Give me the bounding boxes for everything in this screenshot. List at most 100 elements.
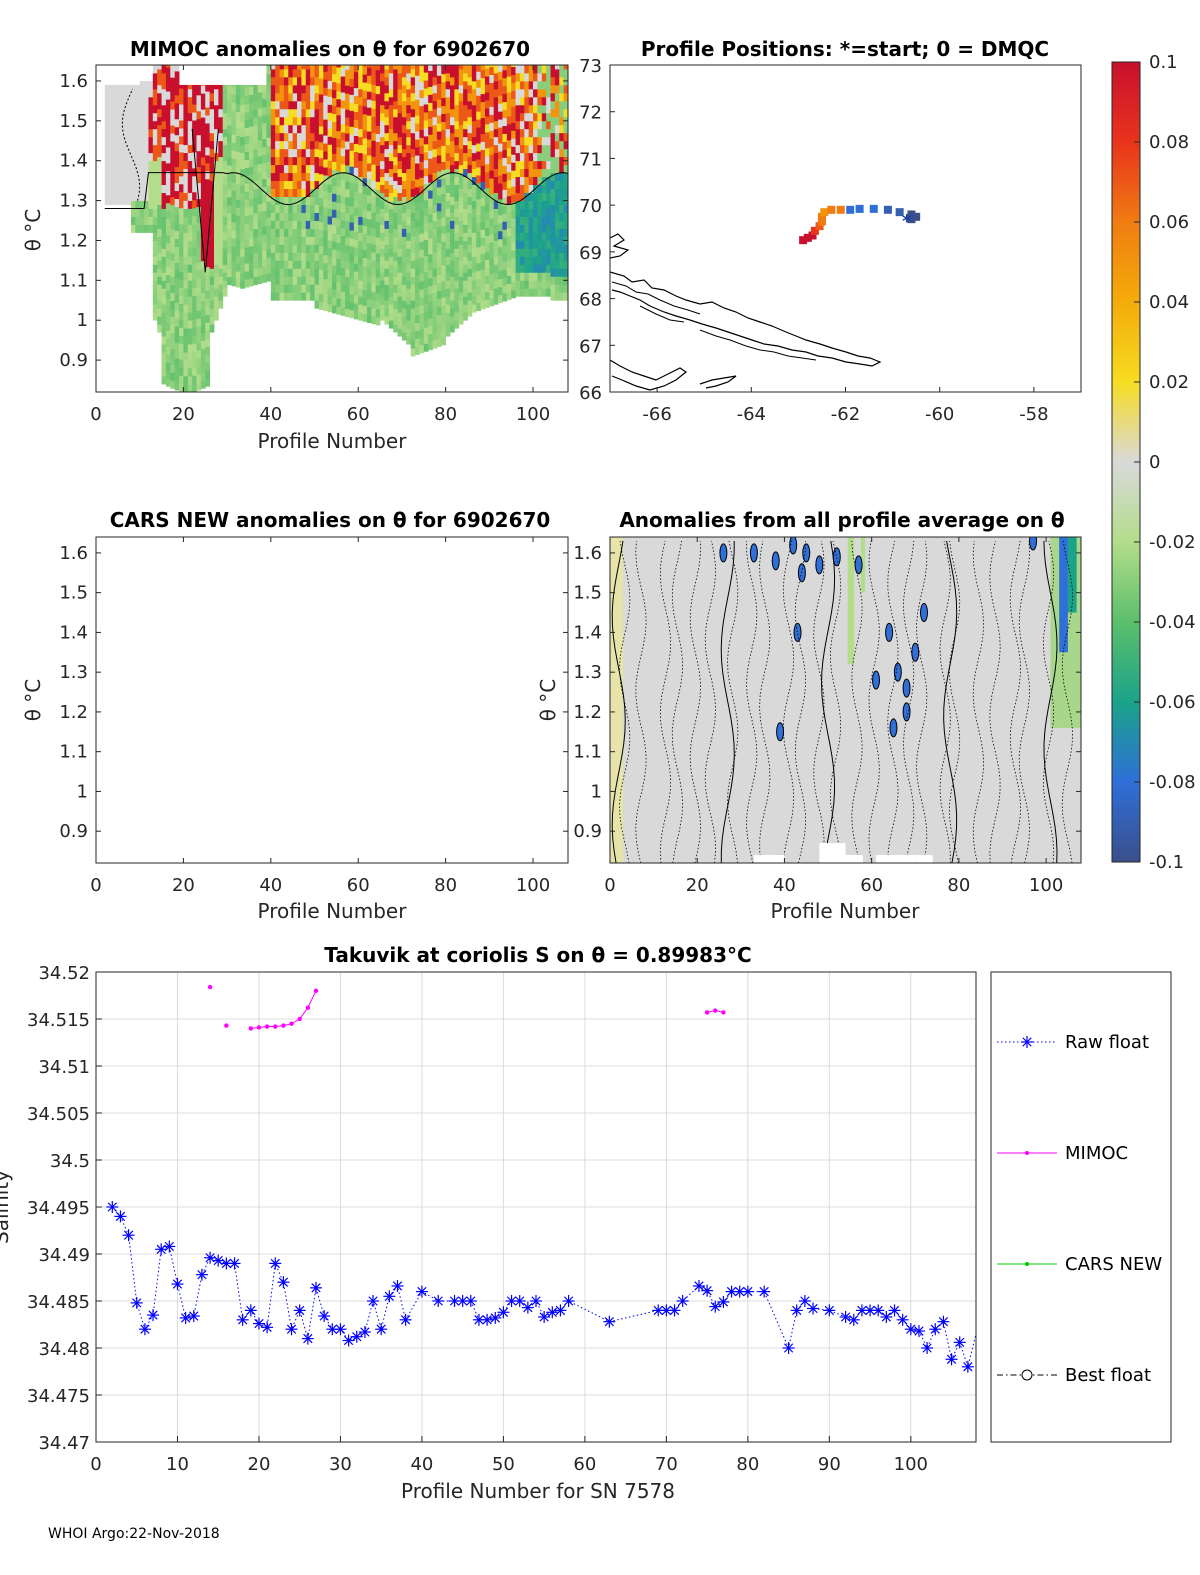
raw-float-point xyxy=(489,1311,502,1324)
heatmap-cell xyxy=(349,118,355,127)
heatmap-cell xyxy=(161,144,167,154)
heatmap-cell xyxy=(511,66,516,75)
mimoc-point xyxy=(256,1025,262,1030)
track-point xyxy=(855,204,864,213)
heatmap-cell xyxy=(266,257,272,266)
heatmap-cell xyxy=(187,184,193,193)
heatmap-cell xyxy=(423,167,429,177)
heatmap-cell xyxy=(165,266,171,276)
heatmap-cell xyxy=(292,92,298,102)
heatmap-cell xyxy=(279,140,285,150)
heatmap-cell xyxy=(349,110,355,119)
heatmap-cell xyxy=(161,320,167,329)
heatmap-cell xyxy=(515,96,521,106)
heatmap-cell xyxy=(200,109,206,118)
heatmap-cell xyxy=(205,330,211,339)
heatmap-cell xyxy=(266,137,272,146)
heatmap-cell xyxy=(467,68,473,78)
heatmap-cell xyxy=(205,282,211,291)
raw-float-point xyxy=(415,1285,428,1298)
heatmap-cell xyxy=(524,152,530,162)
heatmap-cell xyxy=(401,164,407,174)
heatmap-cell xyxy=(546,136,551,146)
heatmap-cell xyxy=(533,168,538,178)
heatmap-cell xyxy=(305,124,311,134)
mimoc-point xyxy=(289,1021,294,1026)
heatmap-cell xyxy=(139,224,145,233)
heatmap-cell xyxy=(170,372,176,381)
raw-float-point xyxy=(953,1336,966,1349)
heatmap-cell xyxy=(554,108,560,118)
heatmap-cell xyxy=(458,68,464,78)
heatmap-cell xyxy=(248,86,254,95)
heatmap-cell xyxy=(415,250,420,260)
heatmap-cell xyxy=(515,264,521,273)
heatmap-cell xyxy=(214,272,219,281)
heatmap-cell xyxy=(423,303,429,312)
heatmap-cell xyxy=(559,92,565,102)
heatmap-cell xyxy=(480,301,486,310)
heatmap-cell xyxy=(262,210,267,219)
heatmap-cell xyxy=(419,89,425,99)
heatmap-cell xyxy=(200,268,206,278)
raw-float-point xyxy=(432,1295,445,1307)
heatmap-cell xyxy=(432,244,438,253)
heatmap-cell xyxy=(253,133,259,142)
heatmap-cell xyxy=(174,222,180,231)
heatmap-cell xyxy=(183,296,189,305)
heatmap-cell xyxy=(218,300,224,309)
heatmap-cell xyxy=(401,68,407,78)
heatmap-cell xyxy=(196,254,202,263)
heatmap-cell xyxy=(323,262,329,272)
heatmap-cell xyxy=(401,236,407,245)
heatmap-cell xyxy=(410,212,416,221)
heatmap-cell xyxy=(401,196,407,205)
heatmap-cell xyxy=(117,108,123,118)
heatmap-cell xyxy=(349,126,355,135)
heatmap-cell xyxy=(353,207,359,216)
heatmap-cell xyxy=(366,155,372,164)
heatmap-cell xyxy=(550,108,556,118)
heatmap-cell xyxy=(458,180,464,190)
heatmap-cell xyxy=(253,268,259,278)
heatmap-cell xyxy=(104,156,110,166)
heatmap-cell xyxy=(161,216,167,225)
heatmap-cell xyxy=(406,240,412,249)
heatmap-cell xyxy=(498,286,503,296)
heatmap-cell xyxy=(559,116,565,126)
heatmap-cell xyxy=(393,276,398,285)
heatmap-cell xyxy=(502,253,508,262)
heatmap-cell xyxy=(288,220,294,229)
anomaly-blob xyxy=(885,622,894,642)
heatmap-cell xyxy=(493,104,499,114)
heatmap-cell xyxy=(393,100,398,110)
star-stroke xyxy=(213,1255,223,1266)
heatmap-cell xyxy=(126,148,132,158)
star-stroke xyxy=(857,1305,867,1316)
heatmap-cell xyxy=(231,182,237,191)
heatmap-cell xyxy=(170,284,176,294)
y-tick-label: 1 xyxy=(591,781,602,802)
heatmap-cell xyxy=(480,205,486,214)
heatmap-cell xyxy=(227,196,232,206)
heatmap-cell xyxy=(406,104,412,114)
heatmap-cell xyxy=(401,292,407,301)
heatmap-cell xyxy=(524,288,530,297)
heatmap-cell xyxy=(218,196,224,205)
heatmap-cell xyxy=(192,96,197,105)
anomaly-blob xyxy=(815,555,824,575)
heatmap-cell xyxy=(441,305,447,314)
heatmap-cell xyxy=(209,180,215,190)
heatmap-cell xyxy=(441,297,447,306)
heatmap-cell xyxy=(248,110,254,119)
heatmap-cell xyxy=(161,208,167,217)
heatmap-cell xyxy=(541,264,547,273)
heatmap-cell xyxy=(515,208,521,217)
heatmap-cell xyxy=(375,229,381,238)
heatmap-cell xyxy=(546,248,551,257)
heatmap-cell xyxy=(415,115,420,124)
heatmap-cell xyxy=(366,187,372,196)
heatmap-cell xyxy=(362,233,368,243)
heatmap-cell xyxy=(476,175,481,184)
heatmap-cell xyxy=(244,279,250,288)
